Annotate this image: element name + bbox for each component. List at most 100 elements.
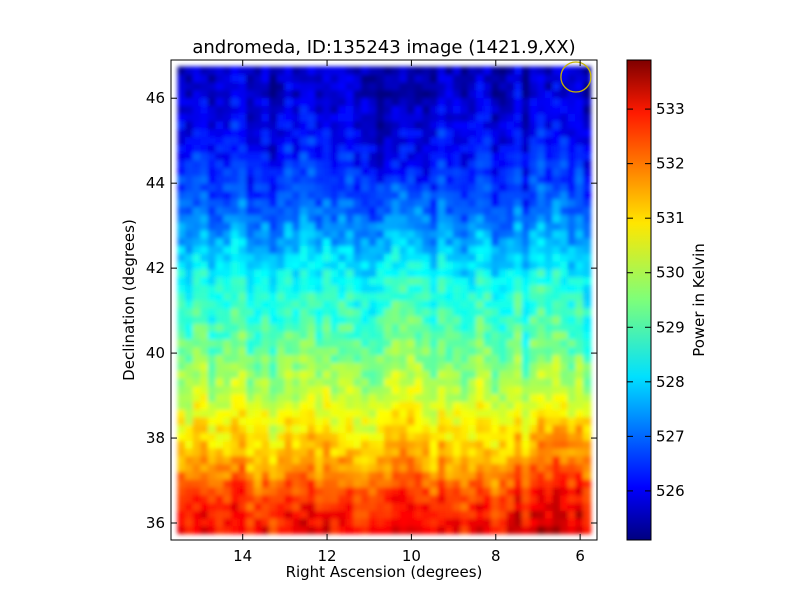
heatmap-cell: [200, 276, 209, 286]
heatmap-cell: [177, 136, 186, 145]
heatmap-cell: [269, 518, 278, 527]
heatmap-cell: [200, 416, 209, 426]
heatmap-cell: [399, 284, 408, 293]
heatmap-cell: [399, 315, 408, 324]
heatmap-cell: [177, 440, 186, 449]
heatmap-cell: [468, 175, 477, 184]
heatmap-cell: [368, 346, 377, 356]
heatmap-cell: [384, 237, 393, 247]
heatmap-cell: [567, 447, 576, 457]
heatmap-cell: [230, 74, 240, 83]
heatmap-cell: [422, 276, 431, 286]
heatmap-cell: [177, 74, 186, 83]
heatmap-cell: [437, 494, 446, 504]
heatmap-cell: [445, 113, 454, 122]
heatmap-cell: [529, 377, 538, 387]
heatmap-cell: [506, 206, 515, 215]
heatmap-cell: [406, 183, 416, 192]
heatmap-cell: [475, 66, 485, 75]
heatmap-cell: [230, 253, 240, 262]
heatmap-cell: [246, 97, 255, 106]
heatmap-cell: [315, 222, 324, 231]
heatmap-cell: [292, 229, 301, 239]
heatmap-cell: [253, 393, 263, 402]
heatmap-cell: [544, 237, 553, 247]
heatmap-cell: [376, 167, 385, 176]
heatmap-cell: [368, 416, 377, 426]
heatmap-cell: [284, 175, 293, 184]
heatmap-cell: [575, 331, 584, 340]
heatmap-cell: [406, 292, 416, 301]
heatmap-cell: [483, 190, 492, 200]
heatmap-cell: [238, 315, 247, 324]
heatmap-cell: [315, 307, 324, 317]
heatmap-cell: [422, 494, 431, 504]
heatmap-cell: [307, 455, 316, 465]
heatmap-cell: [422, 198, 431, 208]
heatmap-cell: [253, 206, 263, 215]
heatmap-cell: [460, 432, 469, 441]
heatmap-cell: [345, 424, 354, 433]
heatmap-cell: [368, 455, 377, 465]
heatmap-cell: [429, 300, 439, 309]
heatmap-cell: [452, 97, 462, 106]
heatmap-cell: [384, 463, 393, 472]
heatmap-cell: [567, 105, 576, 114]
heatmap-cell: [292, 510, 301, 519]
heatmap-cell: [560, 354, 569, 363]
heatmap-cell: [514, 167, 523, 176]
heatmap-cell: [299, 198, 309, 208]
heatmap-cell: [353, 97, 362, 106]
heatmap-cell: [177, 307, 186, 317]
heatmap-cell: [276, 377, 286, 387]
heatmap-cell: [437, 245, 446, 254]
heatmap-cell: [429, 261, 439, 270]
heatmap-cell: [429, 331, 439, 340]
heatmap-cell: [483, 346, 492, 356]
heatmap-cell: [261, 214, 270, 223]
heatmap-cell: [269, 81, 278, 91]
heatmap-cell: [399, 89, 408, 99]
heatmap-cell: [422, 479, 431, 488]
heatmap-cell: [506, 261, 515, 270]
heatmap-cell: [437, 113, 446, 122]
heatmap-cell: [483, 455, 492, 465]
heatmap-cell: [514, 416, 523, 426]
heatmap-cell: [560, 463, 569, 472]
heatmap-cell: [475, 113, 485, 122]
heatmap-cell: [506, 346, 515, 356]
heatmap-cell: [537, 440, 546, 449]
heatmap-cell: [345, 525, 354, 535]
heatmap-cell: [552, 409, 561, 418]
heatmap-cell: [483, 432, 492, 441]
heatmap-cell: [560, 393, 569, 402]
heatmap-cell: [491, 136, 500, 145]
heatmap-cell: [307, 346, 316, 356]
heatmap-cell: [284, 362, 293, 371]
heatmap-cell: [575, 167, 584, 176]
heatmap-cell: [529, 229, 538, 239]
heatmap-cell: [376, 525, 385, 535]
heatmap-cell: [483, 416, 492, 426]
heatmap-cell: [230, 276, 240, 286]
heatmap-cell: [567, 377, 576, 387]
heatmap-cell: [192, 447, 201, 457]
heatmap-cell: [192, 81, 201, 91]
heatmap-cell: [391, 401, 400, 410]
heatmap-cell: [292, 253, 301, 262]
heatmap-cell: [468, 292, 477, 301]
heatmap-cell: [215, 354, 224, 363]
heatmap-cell: [307, 385, 316, 395]
heatmap-cell: [537, 331, 546, 340]
heatmap-cell: [575, 440, 584, 449]
heatmap-cell: [246, 237, 255, 247]
heatmap-cell: [238, 432, 247, 441]
heatmap-cell: [384, 479, 393, 488]
heatmap-cell: [192, 494, 201, 504]
heatmap-cell: [215, 206, 224, 215]
heatmap-cell: [322, 167, 332, 176]
heatmap-cell: [307, 105, 316, 114]
heatmap-cell: [238, 175, 247, 184]
heatmap-cell: [299, 175, 309, 184]
heatmap-cell: [322, 237, 332, 247]
